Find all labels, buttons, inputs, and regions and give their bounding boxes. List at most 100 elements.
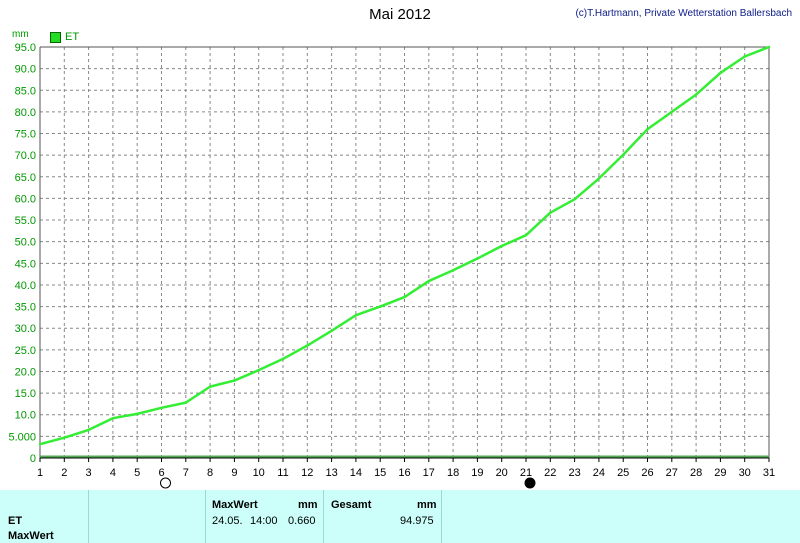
x-tick-label: 15 xyxy=(374,467,386,479)
x-tick-label: 27 xyxy=(666,467,678,479)
x-tick-label: 11 xyxy=(277,467,288,479)
data-point-et xyxy=(379,305,382,308)
legend: ET xyxy=(50,31,79,43)
x-tick-label: 14 xyxy=(350,467,362,479)
y-tick-label: 5.000 xyxy=(8,431,36,443)
y-tick-label: 70.0 xyxy=(15,150,36,162)
data-point-et xyxy=(184,401,187,404)
x-tick-label: 16 xyxy=(398,467,410,479)
maxwert-date: 24.05. xyxy=(212,515,243,527)
y-tick-label: 35.0 xyxy=(15,302,36,314)
x-tick-label: 20 xyxy=(496,467,508,479)
panel-empty-column xyxy=(89,490,206,543)
data-point-et xyxy=(403,295,406,299)
x-tick-label: 9 xyxy=(231,467,237,479)
y-tick-label: 85.0 xyxy=(15,85,36,97)
data-point-et xyxy=(743,55,746,58)
x-tick-label: 8 xyxy=(207,467,213,479)
x-tick-label: 13 xyxy=(325,467,337,479)
chart-title: Mai 2012 xyxy=(369,6,431,23)
x-tick-label: 4 xyxy=(110,467,116,479)
y-tick-label: 60.0 xyxy=(15,193,36,205)
x-tick-label: 12 xyxy=(301,467,313,479)
x-tick-label: 18 xyxy=(447,467,459,479)
data-point-et xyxy=(38,442,42,446)
copyright-label: (c)T.Hartmann, Private Wetterstation Bal… xyxy=(575,8,792,19)
x-tick-label: 17 xyxy=(423,467,435,479)
x-tick-label: 10 xyxy=(253,467,265,479)
y-tick-label: 95.0 xyxy=(15,42,36,54)
y-axis-unit: mm xyxy=(12,29,29,40)
maxwert-value: 0.660 xyxy=(288,515,316,527)
legend-swatch-et xyxy=(50,31,61,43)
y-tick-label: 75.0 xyxy=(15,129,36,141)
data-point-et xyxy=(476,257,479,260)
x-tick-label: 7 xyxy=(183,467,189,479)
maxwert-header: MaxWert xyxy=(212,499,258,511)
y-tick-label: 0 xyxy=(30,453,36,465)
x-tick-label: 25 xyxy=(617,467,629,479)
legend-label-et: ET xyxy=(65,31,80,43)
y-tick-label: 45.0 xyxy=(15,258,36,270)
y-tick-label: 80.0 xyxy=(15,107,36,119)
x-tick-label: 21 xyxy=(520,467,532,479)
chart-area: 0 5.000 10.0 15.0 20.0 25.0 30.0 35.0 40.0 45.0 50… xyxy=(8,42,775,489)
gesamt-unit: mm xyxy=(417,499,437,511)
x-tick-label: 2 xyxy=(61,467,67,479)
x-tick-label: 28 xyxy=(690,467,702,479)
data-point-et xyxy=(597,177,601,180)
panel-gesamt-column xyxy=(324,490,442,543)
y-tick-label: 55.0 xyxy=(15,215,36,227)
data-point-et xyxy=(646,128,649,131)
panel-maxwert-column xyxy=(206,490,324,543)
x-tick-label: 31 xyxy=(763,467,775,479)
y-tick-label: 90.0 xyxy=(15,64,36,76)
data-point-et xyxy=(670,110,673,114)
data-point-et xyxy=(111,416,115,420)
panel-row-maxwert-label: MaxWert xyxy=(8,530,54,542)
x-tick-label: 5 xyxy=(134,467,140,479)
new-moon-icon xyxy=(524,477,536,489)
data-point-et xyxy=(136,412,139,416)
y-tick-label: 50.0 xyxy=(15,237,36,249)
data-point-et xyxy=(573,198,576,201)
data-point-et xyxy=(257,368,260,372)
y-tick-label: 65.0 xyxy=(15,172,36,184)
full-moon-icon xyxy=(160,477,171,489)
data-point-et xyxy=(87,428,90,432)
data-point-et xyxy=(354,314,358,317)
y-tick-label: 15.0 xyxy=(15,388,36,400)
x-tick-label: 19 xyxy=(471,467,483,479)
data-point-et xyxy=(694,93,698,96)
y-tick-label: 30.0 xyxy=(15,323,36,335)
y-tick-label: 25.0 xyxy=(15,345,36,357)
panel-row-et-label: ET xyxy=(8,515,23,527)
x-tick-label: 1 xyxy=(37,467,43,479)
y-tick-label: 20.0 xyxy=(15,366,36,378)
summary-panel: ET MaxWert MaxWert mm 24.05. 14:00 0.660… xyxy=(0,490,800,543)
maxwert-unit: mm xyxy=(298,499,318,511)
x-tick-label: 6 xyxy=(158,467,164,479)
x-tick-label: 24 xyxy=(593,467,605,479)
x-tick-label: 22 xyxy=(544,467,556,479)
data-point-et xyxy=(281,357,285,361)
data-point-et xyxy=(451,269,455,272)
gesamt-value: 94.975 xyxy=(400,515,434,527)
data-point-et xyxy=(549,211,552,214)
data-point-et xyxy=(622,153,625,156)
data-point-et xyxy=(306,344,309,347)
data-point-et xyxy=(524,233,528,237)
data-point-et xyxy=(330,329,333,333)
maxwert-time: 14:00 xyxy=(250,515,278,527)
data-point-et xyxy=(767,45,771,49)
data-point-et xyxy=(160,406,163,410)
data-point-et xyxy=(719,71,722,75)
x-tick-label: 3 xyxy=(86,467,92,479)
x-tick-label: 26 xyxy=(641,467,653,479)
data-point-et xyxy=(63,436,66,439)
x-tick-label: 23 xyxy=(568,467,580,479)
gesamt-header: Gesamt xyxy=(331,499,372,511)
panel-label-column xyxy=(0,490,89,543)
x-tick-label: 30 xyxy=(739,467,751,479)
y-tick-label: 40.0 xyxy=(15,280,36,292)
